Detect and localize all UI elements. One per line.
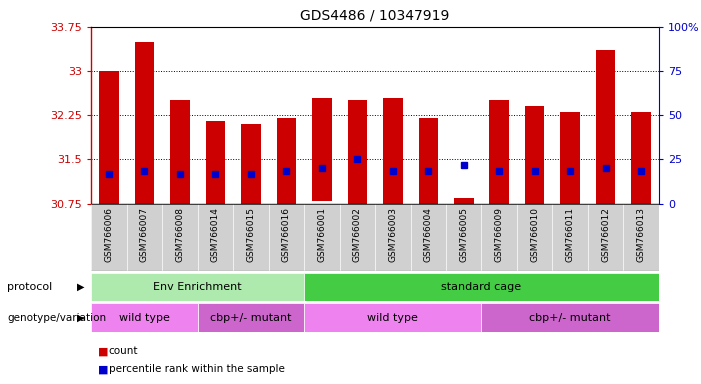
Text: wild type: wild type [119,313,170,323]
Bar [418,118,438,204]
Text: GSM766012: GSM766012 [601,207,610,262]
Text: GSM766006: GSM766006 [104,207,114,262]
Text: wild type: wild type [367,313,418,323]
Text: protocol: protocol [7,282,53,292]
Bar [454,198,473,204]
Bar [91,303,198,332]
Text: GSM766005: GSM766005 [459,207,468,262]
Text: count: count [109,346,138,356]
Bar [135,41,154,204]
Bar [205,121,225,204]
Text: GSM766008: GSM766008 [175,207,184,262]
Bar [348,101,367,204]
Bar [170,101,189,204]
Text: GSM766015: GSM766015 [246,207,255,262]
Text: ■: ■ [98,346,109,356]
Bar [632,112,651,204]
Text: GSM766016: GSM766016 [282,207,291,262]
Text: percentile rank within the sample: percentile rank within the sample [109,364,285,374]
Text: GSM766004: GSM766004 [424,207,433,262]
Text: GSM766009: GSM766009 [495,207,504,262]
Bar [241,124,261,204]
Text: GSM766014: GSM766014 [211,207,220,262]
Bar [99,71,118,204]
Bar [383,98,402,204]
Text: GSM766013: GSM766013 [637,207,646,262]
Bar [525,106,545,204]
Bar [304,303,482,332]
Text: GSM766003: GSM766003 [388,207,397,262]
Bar [277,118,296,204]
Bar [482,303,659,332]
Bar [198,303,304,332]
Bar [312,98,332,200]
Bar [489,101,509,204]
Text: ▶: ▶ [77,313,84,323]
Text: GSM766002: GSM766002 [353,207,362,262]
Text: GSM766011: GSM766011 [566,207,575,262]
Text: standard cage: standard cage [442,282,522,292]
Text: GSM766007: GSM766007 [140,207,149,262]
Text: ▶: ▶ [77,282,84,292]
Text: GSM766001: GSM766001 [318,207,326,262]
Bar [91,273,304,301]
Text: Env Enrichment: Env Enrichment [154,282,242,292]
Bar [596,50,615,204]
Bar [561,112,580,204]
Text: ■: ■ [98,364,109,374]
Text: cbp+/- mutant: cbp+/- mutant [529,313,611,323]
Title: GDS4486 / 10347919: GDS4486 / 10347919 [300,9,450,23]
Text: GSM766010: GSM766010 [530,207,539,262]
Bar [304,273,659,301]
Text: cbp+/- mutant: cbp+/- mutant [210,313,292,323]
Text: genotype/variation: genotype/variation [7,313,106,323]
